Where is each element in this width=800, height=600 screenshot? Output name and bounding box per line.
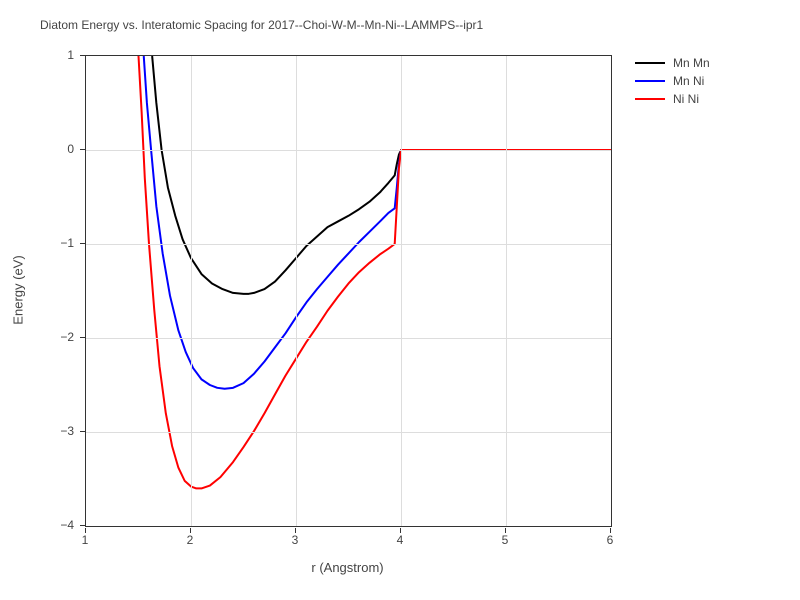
- y-tick: [80, 243, 85, 244]
- y-tick-label: 1: [14, 48, 74, 62]
- y-axis-label: Energy (eV): [11, 255, 26, 324]
- legend-item: Mn Ni: [635, 73, 710, 89]
- legend-label: Mn Mn: [673, 56, 710, 70]
- gridline-vertical: [296, 56, 297, 526]
- legend-item: Ni Ni: [635, 91, 710, 107]
- y-tick-label: −3: [14, 424, 74, 438]
- legend-swatch: [635, 62, 665, 64]
- y-tick: [80, 431, 85, 432]
- y-tick-label: −4: [14, 518, 74, 532]
- x-axis-label: r (Angstrom): [85, 560, 610, 575]
- y-tick-label: −1: [14, 236, 74, 250]
- gridline-horizontal: [86, 338, 611, 339]
- x-tick-label: 1: [82, 533, 89, 547]
- gridline-horizontal: [86, 150, 611, 151]
- gridline-vertical: [191, 56, 192, 526]
- chart-title: Diatom Energy vs. Interatomic Spacing fo…: [40, 18, 483, 32]
- x-tick-label: 4: [397, 533, 404, 547]
- legend-swatch: [635, 80, 665, 82]
- x-tick-label: 5: [502, 533, 509, 547]
- y-tick-label: −2: [14, 330, 74, 344]
- y-tick: [80, 55, 85, 56]
- gridline-vertical: [506, 56, 507, 526]
- x-tick-label: 3: [292, 533, 299, 547]
- x-tick-label: 2: [187, 533, 194, 547]
- gridline-horizontal: [86, 244, 611, 245]
- legend-label: Mn Ni: [673, 74, 704, 88]
- series-line: [152, 56, 611, 294]
- legend-label: Ni Ni: [673, 92, 699, 106]
- y-tick: [80, 149, 85, 150]
- legend-item: Mn Mn: [635, 55, 710, 71]
- plot-area: [85, 55, 612, 527]
- x-tick-label: 6: [607, 533, 614, 547]
- series-line: [139, 56, 612, 488]
- y-tick: [80, 337, 85, 338]
- y-tick-label: 0: [14, 142, 74, 156]
- chart-container: Diatom Energy vs. Interatomic Spacing fo…: [0, 0, 800, 600]
- gridline-vertical: [401, 56, 402, 526]
- gridline-horizontal: [86, 432, 611, 433]
- legend: Mn Mn Mn Ni Ni Ni: [635, 55, 710, 109]
- y-tick: [80, 525, 85, 526]
- chart-curves: [86, 56, 611, 526]
- legend-swatch: [635, 98, 665, 100]
